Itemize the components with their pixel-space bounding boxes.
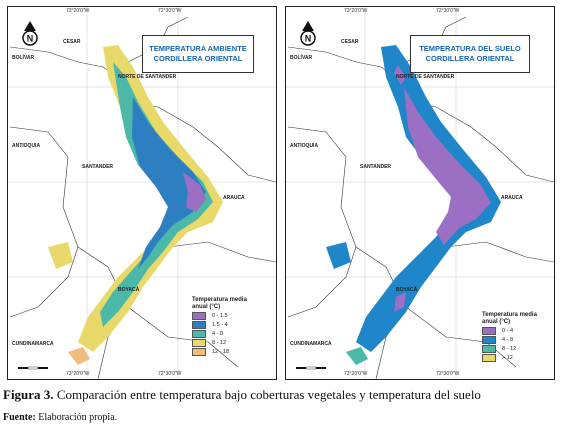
caption-text: Comparación entre temperatura bajo cober… xyxy=(53,387,481,402)
ambient-map-title: TEMPERATURA AMBIENTE CORDILLERA ORIENTAL xyxy=(142,35,254,73)
coord-top-left: 73°20'0"W xyxy=(344,8,368,14)
ambient-temperature-map: 73°20'0"W 72°30'0"W 73°20'0"W 72°30'0"W … xyxy=(7,6,277,380)
legend-swatch xyxy=(482,353,496,362)
figure-source: Fuente: Elaboración propia. xyxy=(3,412,117,423)
scale-bar xyxy=(18,366,48,370)
coord-top-right: 72°30'0"W xyxy=(158,8,182,14)
caption-label: Figura 3. xyxy=(3,387,54,402)
legend-item: 4 - 8 xyxy=(482,335,537,344)
legend-swatch xyxy=(192,329,206,338)
legend-swatch xyxy=(482,335,496,344)
soil-map-canvas xyxy=(286,7,554,379)
region-boyaca: BOYACÁ xyxy=(396,287,418,293)
region-norte-santander: NORTE DE SANTANDER xyxy=(118,74,177,80)
legend-title-line1: Temperatura media xyxy=(482,312,537,318)
soil-legend: Temperatura media anual (°C) 0 - 4 4 - 8… xyxy=(482,312,537,362)
legend-swatch xyxy=(482,344,496,353)
region-santander: SANTANDER xyxy=(82,164,114,170)
region-cundinamarca: CUNDINAMARCA xyxy=(290,341,332,347)
region-cundinamarca: CUNDINAMARCA xyxy=(12,341,54,347)
coord-top-left: 73°20'0"W xyxy=(66,8,90,14)
coord-bottom-right: 72°30'0"W xyxy=(158,371,182,377)
region-antioquia: ANTIOQUIA xyxy=(290,143,319,149)
soil-temperature-map: 73°20'0"W 72°30'0"W 73°20'0"W 72°30'0"W … xyxy=(285,6,555,380)
region-norte-santander: NORTE DE SANTANDER xyxy=(396,74,455,80)
north-arrow-icon: N xyxy=(300,21,316,46)
ambient-title-line2: CORDILLERA ORIENTAL xyxy=(153,54,243,63)
ambient-map-canvas xyxy=(8,7,276,379)
svg-text:N: N xyxy=(27,34,34,44)
legend-title-line2: anual (°C) xyxy=(192,304,221,310)
legend-item: 8 - 12 xyxy=(192,338,247,347)
figure-caption: Figura 3. Comparación entre temperatura … xyxy=(3,387,481,403)
legend-item: 0 - 1.5 xyxy=(192,311,247,320)
region-boyaca: BOYACÁ xyxy=(118,287,140,293)
ambient-title-line1: TEMPERATURA AMBIENTE xyxy=(149,44,247,53)
svg-text:N: N xyxy=(305,34,312,44)
region-bolivar: BOLÍVAR xyxy=(290,55,313,61)
legend-item: 12 - 18 xyxy=(192,347,247,356)
coord-top-right: 72°30'0"W xyxy=(436,8,460,14)
region-cesar: CESAR xyxy=(341,39,359,45)
legend-swatch xyxy=(192,311,206,320)
region-antioquia: ANTIOQUIA xyxy=(12,143,41,149)
soil-title-line1: TEMPERATURA DEL SUELO xyxy=(419,44,521,53)
scale-bar xyxy=(296,366,326,370)
legend-item: 1.5 - 4 xyxy=(192,320,247,329)
source-label: Fuente: xyxy=(3,412,36,423)
cordillera-soil-zones xyxy=(326,45,501,365)
coord-bottom-left: 73°20'0"W xyxy=(344,371,368,377)
region-arauca: ARAUCA xyxy=(501,195,523,201)
legend-item: 8 - 12 xyxy=(482,344,537,353)
coord-bottom-right: 72°30'0"W xyxy=(436,371,460,377)
region-bolivar: BOLÍVAR xyxy=(12,55,35,61)
legend-swatch xyxy=(482,326,496,335)
legend-swatch xyxy=(192,320,206,329)
ambient-legend: Temperatura media anual (°C) 0 - 1.5 1.5… xyxy=(192,297,247,356)
legend-item: 0 - 4 xyxy=(482,326,537,335)
legend-title-line2: anual (°C) xyxy=(482,319,511,325)
legend-item: > 12 xyxy=(482,353,537,362)
region-arauca: ARAUCA xyxy=(223,195,245,201)
region-santander: SANTANDER xyxy=(360,164,392,170)
coord-bottom-left: 73°20'0"W xyxy=(66,371,90,377)
source-text: Elaboración propia. xyxy=(35,412,118,423)
cordillera-ambient-zones xyxy=(48,45,223,365)
legend-swatch xyxy=(192,347,206,356)
legend-item: 4 - 8 xyxy=(192,329,247,338)
legend-title-line1: Temperatura media xyxy=(192,297,247,303)
region-cesar: CESAR xyxy=(63,39,81,45)
legend-swatch xyxy=(192,338,206,347)
north-arrow-icon: N xyxy=(22,21,38,46)
soil-map-title: TEMPERATURA DEL SUELO CORDILLERA ORIENTA… xyxy=(410,35,530,73)
soil-title-line2: CORDILLERA ORIENTAL xyxy=(425,54,515,63)
